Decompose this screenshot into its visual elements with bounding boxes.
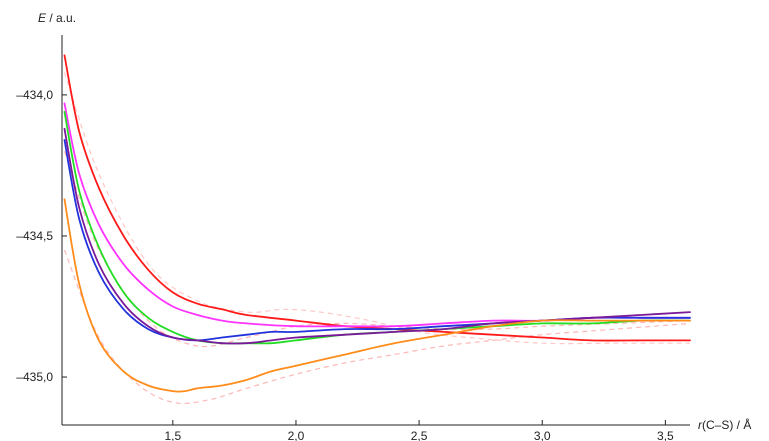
y-tick-label: –434,5 [16, 229, 53, 243]
y-axis-label: E / a.u. [38, 11, 76, 25]
energy-curve-8 [63, 198, 691, 393]
x-tick-label: 1,5 [164, 429, 181, 441]
x-tick-label: 2,5 [411, 429, 428, 441]
energy-curve-3 [63, 54, 691, 342]
energy-curve-6 [63, 139, 691, 342]
x-ticks: 1,5 2,0 2,5 3,0 3,5 [164, 420, 674, 441]
dashed-curve-0 [63, 249, 691, 405]
energy-curve-4 [63, 102, 691, 328]
x-axis-label: r(C–S) / Å [698, 417, 751, 432]
x-tick-label: 3,0 [534, 429, 551, 441]
y-tick-label: –434,0 [16, 88, 53, 102]
y-ticks: –434,0 –434,5 –435,0 [16, 88, 67, 384]
y-tick-label: –435,0 [16, 370, 53, 384]
energy-curve-7 [63, 127, 691, 345]
x-tick-label: 2,0 [288, 429, 305, 441]
dashed-curve-1 [63, 151, 691, 348]
x-tick-label: 3,5 [657, 429, 674, 441]
y-axis-label-unit: / a.u. [46, 11, 76, 25]
energy-curve-5 [63, 110, 691, 345]
dashed-curve-2 [63, 72, 690, 345]
x-axis-label-var: r [698, 418, 703, 432]
curves-layer [63, 54, 691, 405]
x-axis-label-unit: (C–S) / Å [702, 417, 751, 432]
y-axis-label-var: E [38, 11, 47, 25]
